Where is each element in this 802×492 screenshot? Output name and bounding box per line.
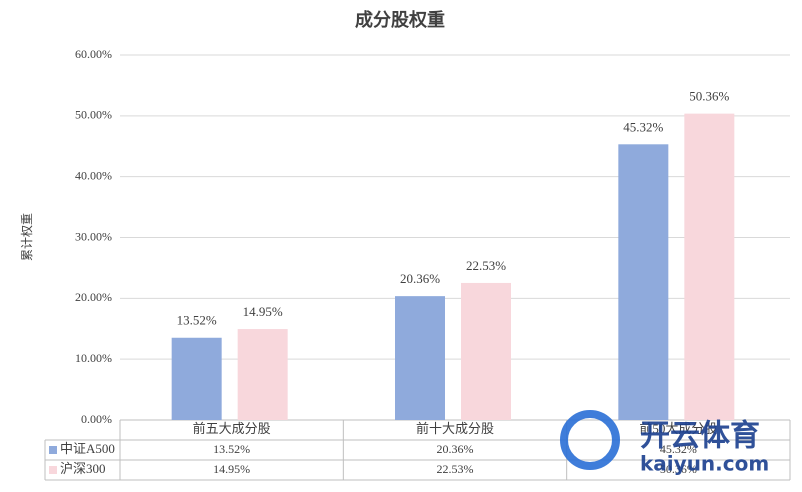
watermark: 开云体育 kaiyun.com bbox=[560, 410, 769, 476]
table-cell: 22.53% bbox=[437, 462, 474, 476]
table-cell: 14.95% bbox=[213, 462, 250, 476]
table-cell: 45.32% bbox=[660, 442, 697, 456]
data-label: 20.36% bbox=[400, 271, 440, 286]
legend-swatch bbox=[49, 446, 57, 454]
data-label: 14.95% bbox=[243, 304, 283, 319]
y-tick-label: 60.00% bbox=[75, 47, 112, 61]
y-tick-label: 10.00% bbox=[75, 351, 112, 365]
bar bbox=[684, 113, 735, 420]
y-tick-label: 30.00% bbox=[75, 229, 112, 243]
watermark-logo bbox=[560, 410, 620, 470]
y-tick-label: 0.00% bbox=[81, 412, 112, 426]
x-tick-label: 前十大成分股 bbox=[416, 421, 494, 436]
legend-label: 沪深300 bbox=[60, 461, 106, 476]
bar bbox=[171, 337, 222, 420]
x-tick-label: 前五大成分股 bbox=[193, 421, 271, 436]
data-label: 22.53% bbox=[466, 258, 506, 273]
table-cell: 50.36% bbox=[660, 462, 697, 476]
bar bbox=[237, 329, 288, 420]
table-cell: 20.36% bbox=[437, 442, 474, 456]
legend-swatch bbox=[49, 466, 57, 474]
chart-title: 成分股权重 bbox=[355, 9, 445, 30]
bar bbox=[461, 282, 511, 420]
data-label: 45.32% bbox=[623, 119, 663, 134]
bar bbox=[618, 144, 669, 420]
watermark-site: kaiyun.com bbox=[640, 452, 769, 476]
data-label: 13.52% bbox=[177, 313, 217, 328]
y-tick-label: 20.00% bbox=[75, 290, 112, 304]
bar bbox=[395, 296, 445, 420]
y-tick-label: 40.00% bbox=[75, 168, 112, 182]
data-label: 50.36% bbox=[689, 89, 729, 104]
legend-label: 中证A500 bbox=[60, 441, 115, 456]
table-cell: 13.52% bbox=[213, 442, 250, 456]
watermark-brand: 开云体育 bbox=[640, 419, 760, 454]
x-tick-label: 前50大成分股 bbox=[639, 421, 717, 436]
y-axis-label: 累计权重 bbox=[20, 213, 34, 261]
y-tick-label: 50.00% bbox=[75, 108, 112, 122]
